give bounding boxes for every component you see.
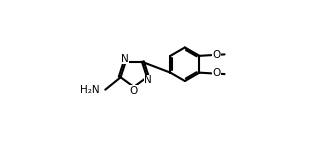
Text: O: O [212, 50, 220, 60]
Text: N: N [121, 54, 129, 64]
Text: O: O [130, 86, 138, 95]
Text: O: O [212, 68, 220, 78]
Text: N: N [144, 75, 152, 86]
Text: H₂N: H₂N [80, 85, 99, 95]
